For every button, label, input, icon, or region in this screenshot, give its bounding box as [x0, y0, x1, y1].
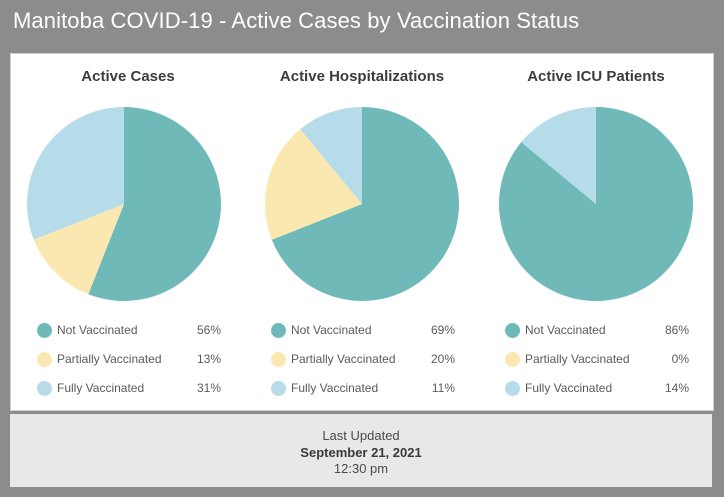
legend-item-partially-vaccinated[interactable]: Partially Vaccinated 20%: [245, 349, 479, 369]
legend-item-fully-vaccinated[interactable]: Fully Vaccinated 31%: [11, 378, 245, 398]
legend-value: 13%: [196, 352, 221, 366]
legend-label: Not Vaccinated: [57, 323, 138, 337]
last-updated-date: September 21, 2021: [300, 445, 422, 460]
last-updated-time: 12:30 pm: [333, 461, 389, 476]
legend-item-partially-vaccinated[interactable]: Partially Vaccinated 13%: [11, 349, 245, 369]
legend-value: 56%: [196, 323, 221, 337]
legend-label: Fully Vaccinated: [57, 381, 145, 395]
chart-title: Active Hospitalizations: [279, 68, 445, 85]
chart-title: Active Cases: [81, 68, 175, 85]
legend-item-not-vaccinated[interactable]: Not Vaccinated 86%: [479, 320, 713, 340]
legend-swatch: [37, 352, 52, 367]
pie-slice-fully-vaccinated[interactable]: [521, 107, 596, 204]
legend-item-fully-vaccinated[interactable]: Fully Vaccinated 14%: [479, 378, 713, 398]
legend-label: Partially Vaccinated: [525, 352, 630, 366]
legend-value: 20%: [430, 352, 455, 366]
legend-label: Not Vaccinated: [525, 323, 606, 337]
legend-label: Fully Vaccinated: [291, 381, 379, 395]
legend-swatch: [271, 352, 286, 367]
legend-item-not-vaccinated[interactable]: Not Vaccinated 69%: [245, 320, 479, 340]
last-updated-label: Last Updated: [322, 428, 400, 443]
pie-slice-not-vaccinated[interactable]: [88, 107, 221, 301]
pie-svg: [499, 107, 693, 301]
legend-label: Partially Vaccinated: [291, 352, 396, 366]
legend-item-partially-vaccinated[interactable]: Partially Vaccinated 0%: [479, 349, 713, 369]
legend-value: 11%: [431, 381, 455, 395]
legend-value: 86%: [664, 323, 689, 337]
legend-value: 31%: [196, 381, 221, 395]
legend-swatch: [271, 323, 286, 338]
legend-swatch: [271, 381, 286, 396]
pie-slice-fully-vaccinated[interactable]: [300, 107, 362, 204]
pie-chart-2: Active ICU Patients Not Vaccinated 86% Part…: [479, 54, 713, 410]
legend-swatch: [37, 381, 52, 396]
chart-title: Active ICU Patients: [527, 68, 665, 85]
legend-swatch: [505, 352, 520, 367]
legend-value: 69%: [430, 323, 455, 337]
legend-item-fully-vaccinated[interactable]: Fully Vaccinated 11%: [245, 378, 479, 398]
legend-item-not-vaccinated[interactable]: Not Vaccinated 56%: [11, 320, 245, 340]
pie-slice-partially-vaccinated[interactable]: [33, 204, 125, 295]
legend-label: Partially Vaccinated: [57, 352, 162, 366]
page-title: Manitoba COVID-19 - Active Cases by Vacc…: [13, 8, 580, 33]
pie-slice-partially-vaccinated[interactable]: [265, 129, 362, 240]
pie-slice-fully-vaccinated[interactable]: [26, 107, 125, 240]
legend-value: 14%: [664, 381, 689, 395]
legend-label: Not Vaccinated: [291, 323, 372, 337]
legend-value: 0%: [671, 352, 689, 366]
legend-label: Fully Vaccinated: [525, 381, 613, 395]
legend-swatch: [37, 323, 52, 338]
pie-svg: [26, 107, 221, 301]
last-updated-footer: Last Updated September 21, 2021 12:30 pm: [10, 414, 712, 487]
title-bar: Manitoba COVID-19 - Active Cases by Vacc…: [0, 0, 724, 44]
pie-chart-1: Active Hospitalizations Not Vaccinated 69%…: [245, 54, 479, 410]
charts-panel: Active Cases Not Vaccinated 56% Partially V…: [10, 53, 714, 411]
pie-slice-not-vaccinated[interactable]: [271, 107, 459, 301]
pie-svg: [265, 107, 459, 301]
pie-chart-0: Active Cases Not Vaccinated 56% Partially V…: [11, 54, 245, 410]
legend-swatch: [505, 381, 520, 396]
legend-swatch: [505, 323, 520, 338]
